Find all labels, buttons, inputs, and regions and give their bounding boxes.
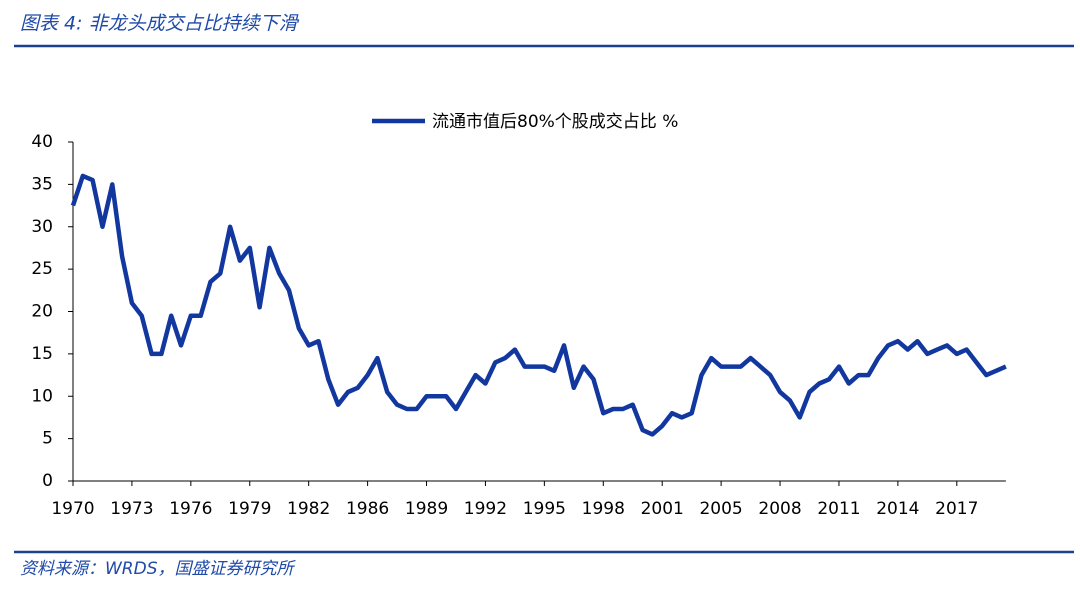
x-tick-label: 2017 bbox=[935, 499, 978, 519]
y-tick-label: 30 bbox=[31, 217, 53, 237]
x-tick-label: 1979 bbox=[228, 499, 271, 519]
header-title: 图表 4: 非龙头成交占比持续下滑 bbox=[20, 13, 300, 35]
y-tick-label: 0 bbox=[42, 471, 53, 491]
series-line bbox=[70, 173, 1007, 437]
x-tick-label: 1973 bbox=[110, 499, 153, 519]
y-tick-label: 25 bbox=[31, 259, 53, 279]
y-tick-label: 15 bbox=[31, 344, 53, 364]
x-tick-label: 1970 bbox=[51, 499, 94, 519]
x-tick-label: 2008 bbox=[758, 499, 801, 519]
x-tick-label: 2001 bbox=[641, 499, 684, 519]
x-tick-label: 1976 bbox=[169, 499, 212, 519]
source-note: 资料来源：WRDS，国盛证券研究所 bbox=[20, 559, 297, 579]
y-tick-label: 40 bbox=[31, 132, 53, 152]
x-tick-label: 2011 bbox=[817, 499, 860, 519]
x-tick-label: 1982 bbox=[287, 499, 330, 519]
x-tick-label: 2005 bbox=[699, 499, 742, 519]
x-tick-label: 2014 bbox=[876, 499, 919, 519]
x-tick-label: 1998 bbox=[582, 499, 625, 519]
y-tick-label: 35 bbox=[31, 174, 53, 194]
y-tick-label: 10 bbox=[31, 386, 53, 406]
x-tick-label: 1995 bbox=[523, 499, 566, 519]
y-tick-label: 20 bbox=[31, 302, 53, 322]
y-tick-label: 5 bbox=[42, 429, 53, 449]
x-tick-label: 1986 bbox=[346, 499, 389, 519]
x-tick-label: 1992 bbox=[464, 499, 507, 519]
x-tick-label: 1989 bbox=[405, 499, 448, 519]
legend-label: 流通市值后80%个股成交占比 % bbox=[432, 112, 678, 132]
